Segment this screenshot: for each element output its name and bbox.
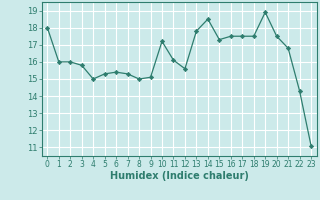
X-axis label: Humidex (Indice chaleur): Humidex (Indice chaleur) [110,171,249,181]
